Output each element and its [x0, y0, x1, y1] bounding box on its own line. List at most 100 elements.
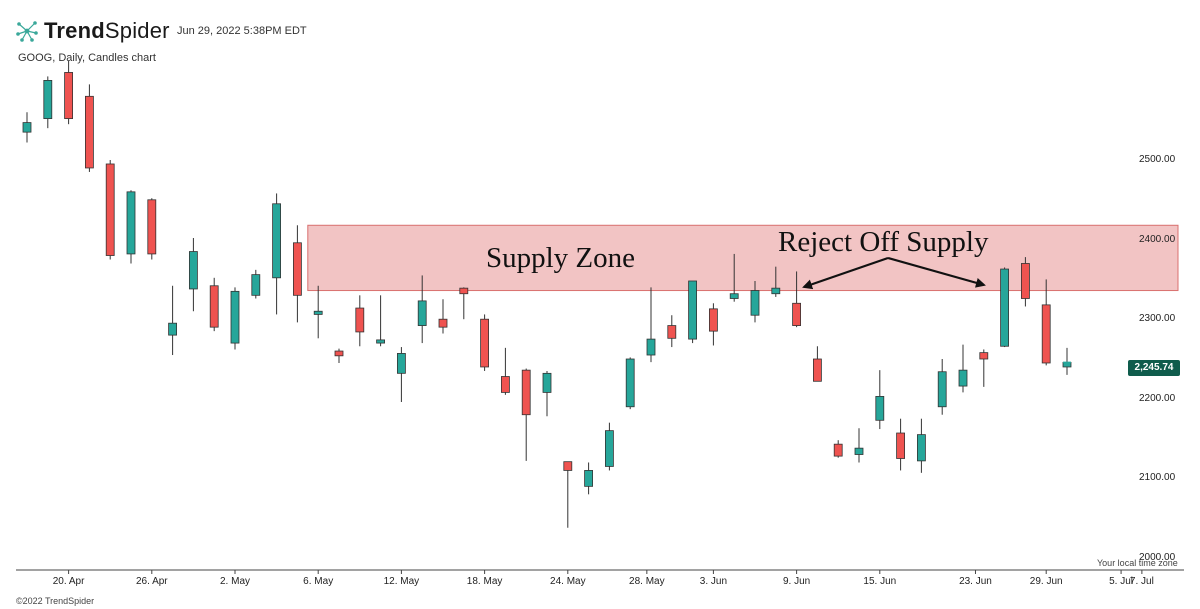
- supply-zone-band: [307, 224, 1179, 292]
- trendspider-logo-icon: [16, 21, 38, 42]
- candle-body-up: [625, 358, 635, 408]
- candle: [542, 370, 552, 417]
- x-tick-label: 20. Apr: [52, 576, 85, 587]
- candle-body-up: [584, 470, 593, 487]
- candle-body-up: [376, 339, 386, 344]
- candle-body-down: [105, 163, 115, 256]
- candle: [521, 368, 531, 461]
- candle: [272, 193, 282, 315]
- candle: [792, 271, 801, 328]
- candle: [480, 314, 490, 371]
- candle: [771, 266, 781, 297]
- candle-body-up: [43, 80, 53, 120]
- candle-body-down: [709, 308, 718, 332]
- candle: [376, 295, 386, 347]
- candle: [126, 190, 136, 264]
- candle: [313, 285, 323, 339]
- candle-body-up: [417, 300, 427, 326]
- candle: [1021, 257, 1030, 307]
- candle: [917, 418, 926, 473]
- candle: [396, 347, 406, 402]
- candle-body-up: [646, 338, 656, 356]
- x-tick-label: 2. May: [219, 576, 251, 587]
- candle-body-down: [813, 358, 822, 382]
- x-tick-label: 7. Jul: [1129, 576, 1154, 587]
- candle-body-up: [251, 274, 261, 296]
- candle-body-up: [1000, 268, 1009, 347]
- candle: [459, 287, 469, 320]
- candle: [875, 370, 885, 430]
- candle-body-down: [521, 369, 531, 416]
- candle-body-up: [605, 430, 614, 467]
- x-tick-label: 15. Jun: [863, 576, 897, 587]
- candle-body-up: [396, 353, 406, 374]
- brand-name-bold: Trend: [44, 18, 105, 43]
- candle-body-down: [209, 285, 219, 328]
- x-tick-label: 18. May: [466, 576, 503, 587]
- candle-body-up: [937, 371, 947, 408]
- candle-body-down: [979, 352, 989, 360]
- annotation-arrow-left: [802, 256, 889, 290]
- x-tick-label: 12. May: [383, 576, 420, 587]
- candle: [1000, 267, 1009, 348]
- candle-body-up: [126, 191, 136, 255]
- x-tick-label: 29. Jun: [1029, 576, 1063, 587]
- candle: [43, 76, 53, 129]
- x-tick-label: 28. May: [629, 576, 665, 587]
- candle-body-down: [563, 461, 573, 471]
- x-tick-label: 9. Jun: [782, 576, 811, 587]
- candle-body-down: [355, 307, 365, 333]
- candle: [750, 280, 760, 323]
- candle: [64, 60, 73, 125]
- y-tick-label: 2200.00: [1139, 392, 1176, 404]
- candle: [209, 277, 219, 332]
- candle: [625, 357, 635, 410]
- candle: [251, 269, 261, 299]
- candle-body-up: [168, 322, 178, 336]
- candle: [85, 84, 94, 172]
- candle-body-up: [230, 290, 240, 344]
- candle: [438, 299, 448, 334]
- candle-body-down: [85, 95, 94, 169]
- candle: [1041, 279, 1051, 366]
- candle-body-up: [188, 251, 198, 290]
- candle: [168, 285, 178, 356]
- timestamp: Jun 29, 2022 5:38PM EDT: [177, 25, 307, 37]
- candle: [896, 418, 905, 471]
- candle: [292, 225, 302, 323]
- candle-body-down: [334, 350, 344, 357]
- annotation-arrow-right: [887, 256, 986, 288]
- brand-name-light: Spider: [104, 18, 170, 43]
- candle-body-down: [667, 325, 677, 339]
- x-tick-label: 23. Jun: [959, 576, 992, 587]
- candle-body-up: [313, 310, 323, 315]
- candle: [854, 428, 864, 463]
- candle: [500, 347, 510, 395]
- timezone-label: Your local time zone: [1097, 558, 1178, 568]
- x-tick-label: 26. Apr: [135, 576, 168, 587]
- x-tick-label: 24. May: [550, 576, 586, 587]
- last-price-tag: 2,245.74: [1128, 360, 1180, 376]
- candle: [105, 160, 115, 260]
- y-tick-label: 2400.00: [1139, 233, 1176, 245]
- candle-body-down: [147, 199, 157, 255]
- candle: [188, 238, 198, 312]
- candle-body-down: [792, 302, 801, 326]
- candle: [646, 287, 656, 363]
- candle: [833, 440, 843, 458]
- candle-body-down: [480, 318, 490, 368]
- candle-body-up: [771, 287, 781, 295]
- candle: [1062, 347, 1072, 375]
- candle: [979, 349, 989, 387]
- candle-body-up: [542, 372, 552, 393]
- candle: [563, 461, 573, 528]
- candle: [813, 346, 822, 382]
- candle: [709, 303, 718, 346]
- x-tick-label: 3. Jun: [699, 576, 728, 587]
- candle-body-down: [438, 318, 448, 328]
- candle: [417, 275, 427, 344]
- candle: [334, 348, 344, 363]
- candle: [729, 253, 739, 302]
- candle: [958, 344, 968, 393]
- brand-name: TrendSpider: [44, 18, 170, 44]
